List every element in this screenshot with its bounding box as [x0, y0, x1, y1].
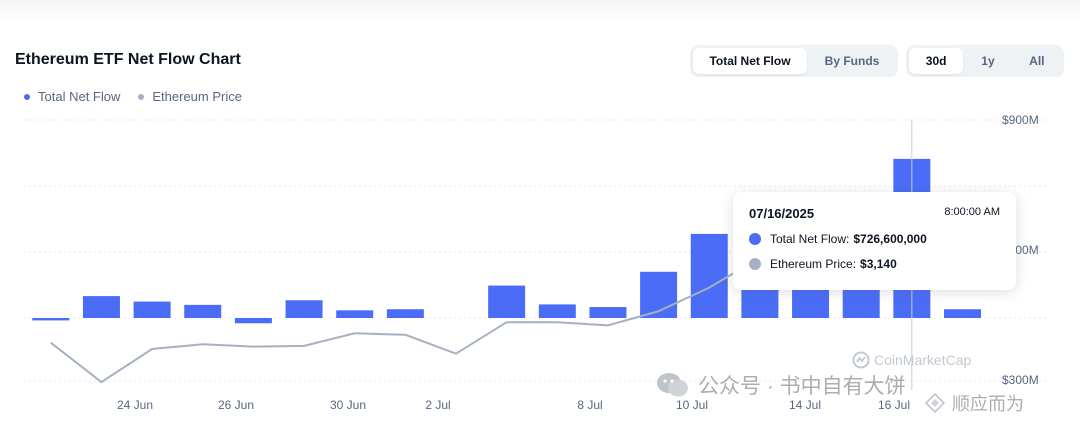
wechat-icon — [657, 373, 688, 397]
x-tick-label: 8 Jul — [577, 398, 602, 412]
x-axis-ticks: 24 Jun 26 Jun 30 Jun 2 Jul 8 Jul 10 Jul 14 Jul… — [117, 398, 910, 412]
range-30d-button[interactable]: 30d — [909, 48, 964, 74]
y-tick-label: $300M — [1002, 373, 1039, 387]
view-toggle: Total Net Flow By Funds — [690, 45, 898, 77]
net-flow-bar — [184, 304, 222, 318]
legend-label-eth-price: Ethereum Price — [152, 89, 242, 104]
chart-tooltip: 07/16/2025 8:00:00 AM Total Net Flow: $7… — [733, 192, 1016, 290]
tooltip-eth-price-label: Ethereum Price: — [770, 257, 857, 271]
net-flow-bar — [82, 296, 120, 318]
view-total-net-flow-button[interactable]: Total Net Flow — [693, 48, 807, 74]
legend-item-eth-price[interactable]: Ethereum Price — [138, 89, 242, 104]
tooltip-time: 8:00:00 AM — [944, 206, 1000, 218]
y-tick-label: $900M — [1002, 113, 1039, 127]
net-flow-bar — [944, 309, 981, 318]
net-flow-bar — [234, 318, 272, 324]
legend-dot-net-flow — [24, 93, 30, 100]
tooltip-net-flow-label: Total Net Flow: — [770, 232, 850, 246]
net-flow-bar — [538, 304, 576, 318]
chart-legend: Total Net Flow Ethereum Price — [24, 89, 242, 104]
net-flow-bar — [133, 301, 171, 318]
legend-item-net-flow[interactable]: Total Net Flow — [24, 89, 120, 104]
x-tick-label: 2 Jul — [425, 398, 450, 412]
net-flow-bar — [488, 285, 526, 318]
x-tick-label: 16 Jul — [878, 398, 910, 412]
x-tick-label: 26 Jun — [218, 398, 254, 412]
wechat-account-text: 公众号 · 书中自有大饼 — [698, 375, 906, 398]
coinmarketcap-logo-icon — [852, 351, 870, 369]
wechat-watermark: 公众号 · 书中自有大饼 — [656, 370, 906, 400]
tooltip-net-flow-dot — [749, 233, 761, 245]
range-all-button[interactable]: All — [1029, 54, 1045, 68]
range-1y-button[interactable]: 1y — [981, 54, 995, 68]
top-strip — [0, 0, 1080, 22]
view-by-funds-button[interactable]: By Funds — [824, 54, 880, 68]
chart-title: Ethereum ETF Net Flow Chart — [15, 51, 241, 68]
x-tick-label: 24 Jun — [117, 398, 153, 412]
legend-dot-eth-price — [138, 93, 145, 100]
tooltip-eth-price-dot — [749, 258, 761, 270]
range-toggle: 30d 1y All — [906, 45, 1064, 77]
tooltip-eth-price-value: $3,140 — [860, 257, 897, 271]
author-watermark-text: 顺应而为 — [952, 394, 1024, 414]
net-flow-bar — [386, 309, 424, 318]
net-flow-bar — [32, 318, 70, 321]
net-flow-bar — [336, 310, 374, 318]
net-flow-bar — [690, 233, 728, 318]
legend-label-net-flow: Total Net Flow — [38, 89, 121, 104]
tooltip-net-flow-value: $726,600,000 — [853, 232, 927, 246]
coinmarketcap-watermark-text: CoinMarketCap — [874, 352, 972, 368]
x-tick-label: 14 Jul — [789, 398, 821, 412]
tooltip-date: 07/16/2025 — [749, 206, 815, 221]
x-tick-label: 10 Jul — [676, 398, 708, 412]
net-flow-bar — [589, 307, 627, 318]
coinmarketcap-watermark: CoinMarketCap — [852, 351, 971, 369]
author-watermark: 顺应而为 — [924, 390, 1024, 416]
x-tick-label: 30 Jun — [330, 398, 366, 412]
net-flow-bar — [285, 300, 323, 318]
author-badge-icon — [924, 392, 946, 414]
